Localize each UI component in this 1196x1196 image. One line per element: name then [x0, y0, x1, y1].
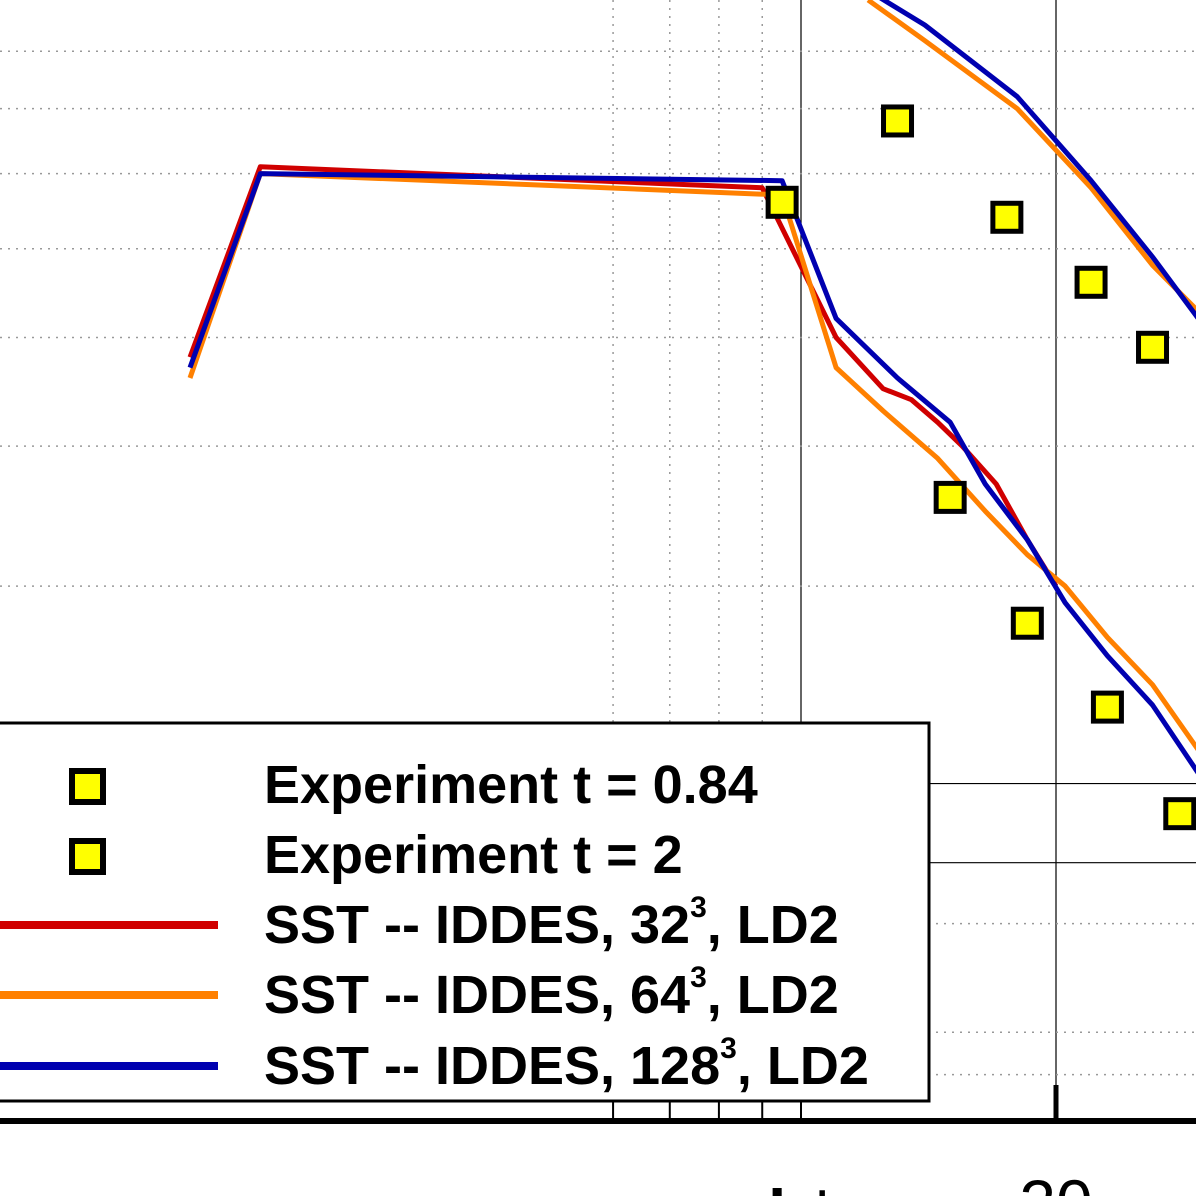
- series-curves: [187, 0, 1196, 775]
- legend-label-iddes-64-sup: 3: [690, 961, 707, 994]
- x-tick-label-20: 20: [1019, 1166, 1092, 1196]
- legend-label-iddes-128: SST -- IDDES, 1283, LD2: [264, 1032, 869, 1096]
- axes-frame: [0, 1085, 1196, 1124]
- curve-2: [187, 164, 1059, 588]
- curve-upper-0: [866, 0, 1196, 313]
- legend-label-iddes-32-main: SST -- IDDES, 32: [264, 895, 690, 955]
- series-markers: [765, 104, 1196, 831]
- marker-s0-p6: [1136, 330, 1170, 364]
- legend-marker-experiment-2: [69, 838, 106, 875]
- legend-label-iddes-32-sup: 3: [690, 891, 707, 924]
- marker-s1-p1: [1010, 606, 1044, 640]
- marker-s1-p2: [1090, 690, 1124, 724]
- x-axis-label: k⁺: [768, 1176, 840, 1196]
- marker-s0-p5: [1074, 265, 1108, 299]
- curve-upper-1: [879, 0, 1196, 320]
- legend-label-experiment-084: Experiment t = 0.84: [264, 755, 758, 815]
- legend-marker-experiment-084: [69, 768, 106, 805]
- legend-label-iddes-64-suffix: , LD2: [707, 965, 839, 1025]
- marker-s0-p2: [765, 185, 799, 219]
- curve-4: [187, 171, 1196, 775]
- marker-s0-p3: [881, 104, 915, 138]
- marker-s1-p3: [1163, 797, 1196, 831]
- legend-box: [0, 721, 931, 1103]
- legend: Experiment t = 0.84 Experiment t = 2 SST…: [0, 721, 931, 1103]
- marker-s0-p4: [990, 200, 1024, 234]
- legend-label-iddes-128-suffix: , LD2: [737, 1036, 869, 1096]
- legend-label-iddes-32-suffix: , LD2: [707, 895, 839, 955]
- legend-label-experiment-2: Experiment t = 2: [264, 825, 683, 885]
- legend-label-iddes-128-sup: 3: [720, 1032, 737, 1065]
- curve-3: [187, 171, 1196, 752]
- legend-label-iddes-64-main: SST -- IDDES, 64: [264, 965, 690, 1025]
- legend-label-iddes-32: SST -- IDDES, 323, LD2: [264, 891, 839, 955]
- legend-label-iddes-128-main: SST -- IDDES, 128: [264, 1036, 720, 1096]
- marker-s1-p0: [933, 480, 967, 514]
- legend-label-iddes-64: SST -- IDDES, 643, LD2: [264, 961, 839, 1025]
